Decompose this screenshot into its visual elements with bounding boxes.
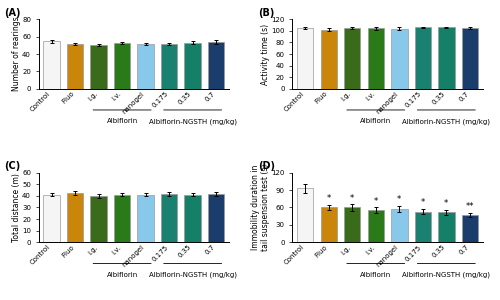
Bar [161, 194, 178, 242]
Bar [138, 195, 154, 242]
Y-axis label: Activity time (s): Activity time (s) [261, 23, 270, 85]
Text: *: * [350, 194, 354, 203]
Bar [344, 28, 360, 89]
Bar [320, 208, 337, 242]
Bar [391, 29, 407, 89]
Bar [462, 215, 478, 242]
Text: *: * [326, 194, 331, 203]
Bar [462, 28, 478, 89]
Bar [368, 210, 384, 242]
Y-axis label: Immobility duration in
tail suspension test (s): Immobility duration in tail suspension t… [250, 164, 270, 251]
Text: Albiflorin-NGSTH (mg/kg): Albiflorin-NGSTH (mg/kg) [402, 118, 490, 125]
Bar [67, 44, 84, 89]
Bar [297, 188, 314, 242]
Bar [208, 194, 224, 242]
Bar [184, 43, 201, 89]
Bar [114, 195, 130, 242]
Text: Albiflorin: Albiflorin [106, 118, 138, 124]
Text: Albiflorin-NGSTH (mg/kg): Albiflorin-NGSTH (mg/kg) [148, 272, 236, 278]
Bar [184, 195, 201, 242]
Bar [320, 29, 337, 89]
Text: Albiflorin: Albiflorin [106, 272, 138, 278]
Text: *: * [397, 195, 402, 204]
Bar [67, 193, 84, 242]
Y-axis label: Number of rearings: Number of rearings [12, 17, 20, 91]
Text: Albiflorin: Albiflorin [360, 118, 392, 124]
Y-axis label: Total distance (m): Total distance (m) [12, 173, 20, 242]
Bar [344, 208, 360, 242]
Bar [297, 28, 314, 89]
Bar [438, 28, 454, 89]
Bar [414, 28, 431, 89]
Text: **: ** [466, 202, 474, 211]
Text: Albiflorin-NGSTH (mg/kg): Albiflorin-NGSTH (mg/kg) [148, 118, 236, 125]
Text: (C): (C) [4, 161, 20, 171]
Text: *: * [420, 198, 425, 207]
Bar [414, 212, 431, 242]
Bar [138, 44, 154, 89]
Bar [44, 195, 60, 242]
Text: *: * [374, 197, 378, 206]
Bar [438, 212, 454, 242]
Bar [114, 43, 130, 89]
Bar [208, 42, 224, 89]
Bar [44, 41, 60, 89]
Bar [368, 28, 384, 89]
Bar [90, 196, 107, 242]
Text: Albiflorin-NGSTH (mg/kg): Albiflorin-NGSTH (mg/kg) [402, 272, 490, 278]
Text: (A): (A) [4, 8, 21, 18]
Text: *: * [444, 199, 448, 208]
Text: (B): (B) [258, 8, 274, 18]
Bar [161, 44, 178, 89]
Bar [391, 209, 407, 242]
Bar [90, 45, 107, 89]
Text: Albiflorin: Albiflorin [360, 272, 392, 278]
Text: (D): (D) [258, 161, 275, 171]
